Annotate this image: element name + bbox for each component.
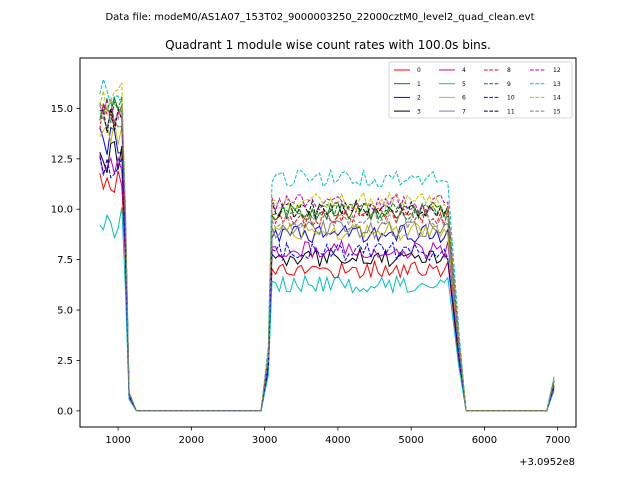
- plot-area: [79, 57, 577, 428]
- x-tick-label: 2000: [179, 435, 204, 446]
- series-layer: [99, 77, 555, 412]
- axes-background: [80, 58, 576, 427]
- y-tick-label: 10.0: [51, 205, 73, 216]
- x-tick-label: 4000: [325, 435, 350, 446]
- legend-label-1: 1: [417, 81, 421, 88]
- y-tick-label: 12.5: [51, 154, 73, 165]
- chart-title: Quadrant 1 module wise count rates with …: [165, 38, 491, 52]
- x-axis: 1000 2000 3000 4000 5000 6000 7000: [105, 427, 570, 446]
- legend-label-10: 10: [507, 95, 515, 102]
- legend-label-13: 13: [553, 81, 561, 88]
- x-tick-label: 1000: [105, 435, 130, 446]
- x-tick-label: 3000: [252, 435, 277, 446]
- legend-label-8: 8: [507, 67, 511, 74]
- x-tick-label: 5000: [398, 435, 423, 446]
- legend-label-2: 2: [417, 95, 421, 102]
- legend-label-0: 0: [417, 67, 421, 74]
- series-line-15: [99, 103, 555, 412]
- legend-label-14: 14: [553, 95, 561, 102]
- legend-label-4: 4: [462, 67, 466, 74]
- legend-frame: [388, 61, 573, 119]
- y-axis: 0.0 2.5 5.0 7.5 10.0 12.5 15.0: [51, 104, 80, 417]
- legend-label-5: 5: [462, 81, 466, 88]
- legend-label-11: 11: [507, 108, 515, 115]
- legend-label-9: 9: [507, 81, 511, 88]
- y-tick-label: 7.5: [57, 255, 73, 266]
- y-tick-label: 0.0: [57, 406, 73, 417]
- x-offset-text: +3.0952e8: [519, 457, 575, 468]
- y-tick-label: 5.0: [57, 306, 73, 317]
- legend-label-7: 7: [462, 108, 466, 115]
- legend-label-6: 6: [462, 95, 466, 102]
- axes-frame: [79, 57, 577, 428]
- legend-label-3: 3: [417, 108, 421, 115]
- x-tick-label: 7000: [545, 435, 570, 446]
- chart-suptitle: Data file: modeM0/AS1A07_153T02_90000032…: [105, 12, 534, 23]
- x-tick-label: 6000: [472, 435, 497, 446]
- legend-label-15: 15: [553, 108, 561, 115]
- y-tick-label: 2.5: [57, 356, 73, 367]
- legend-label-12: 12: [553, 67, 561, 74]
- y-tick-label: 15.0: [51, 104, 73, 115]
- series-line-14: [99, 82, 555, 412]
